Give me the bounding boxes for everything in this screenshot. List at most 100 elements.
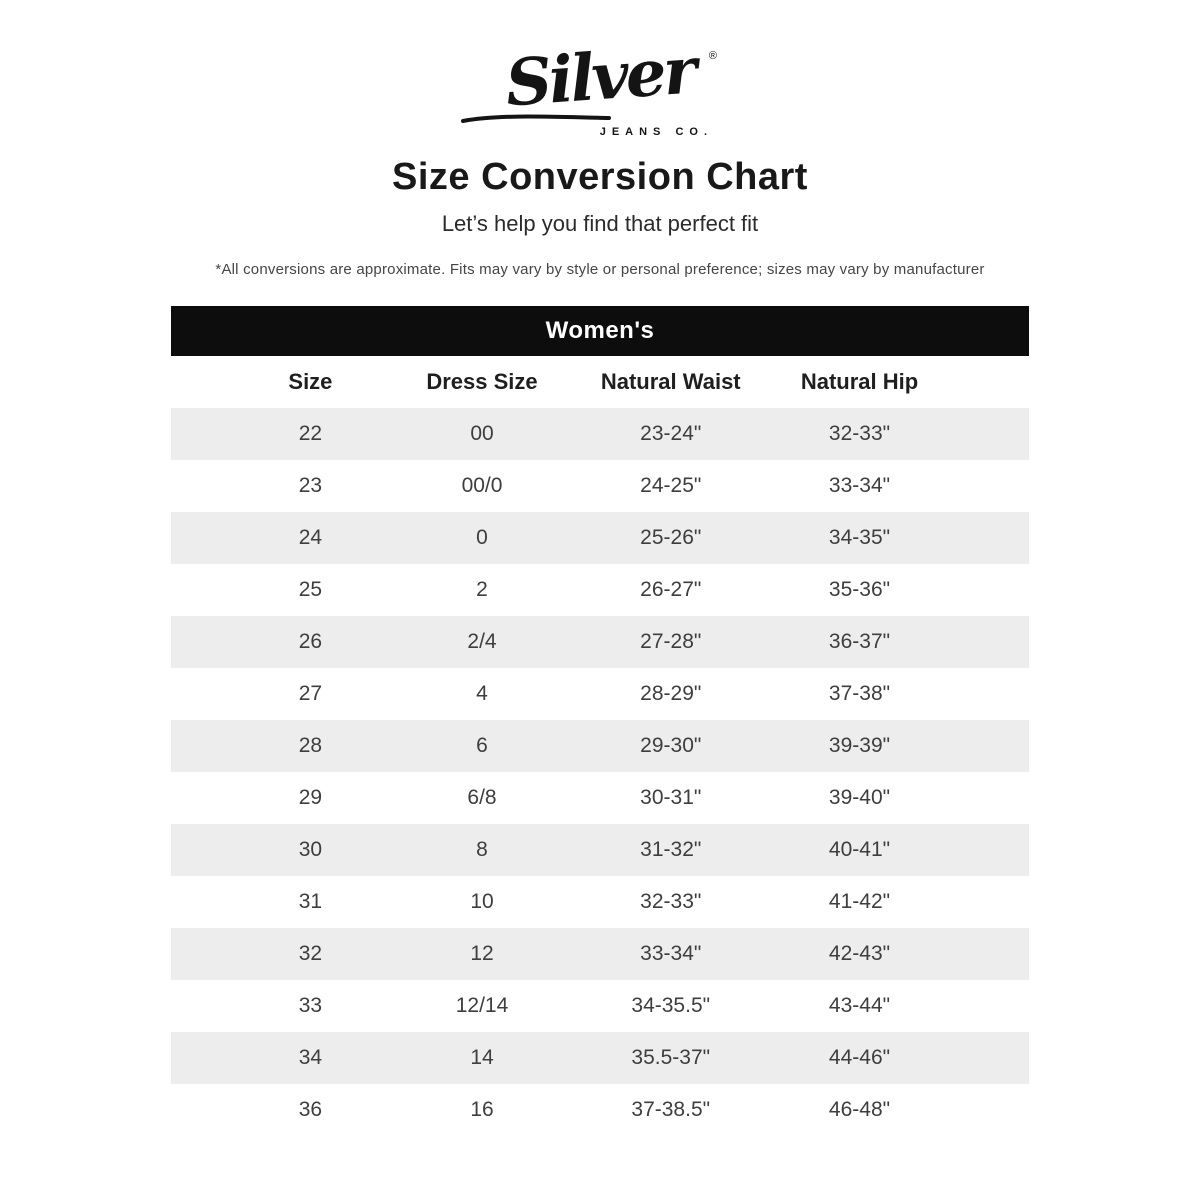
spacer <box>171 460 231 512</box>
waist-cell: 28-29" <box>640 682 702 705</box>
logo-underline-swoosh <box>461 114 611 123</box>
table-row: 23 00/0 24-25" 33-34" <box>171 460 1029 512</box>
hip-cell: 32-33" <box>828 422 891 445</box>
size-cell: 23 <box>298 474 323 497</box>
col-header-dress-size: Dress Size <box>426 369 538 394</box>
dress-size-cell: 6/8 <box>467 786 497 809</box>
dress-size-cell: 16 <box>470 1098 494 1121</box>
table-row: 24 0 25-26" 34-35" <box>171 512 1029 564</box>
table-row: 36 16 37-38.5" 46-48" <box>171 1084 1029 1136</box>
spacer <box>171 512 231 564</box>
table-row: 27 4 28-29" 37-38" <box>171 668 1029 720</box>
dress-size-cell: 00/0 <box>461 474 503 497</box>
size-cell: 34 <box>298 1046 323 1069</box>
spacer <box>952 460 1029 512</box>
size-cell: 31 <box>298 890 323 913</box>
spacer <box>952 616 1029 668</box>
registered-trademark-symbol: ® <box>708 50 717 62</box>
hip-cell: 36-37" <box>828 630 891 653</box>
spacer <box>952 1084 1029 1136</box>
size-cell: 32 <box>298 942 323 965</box>
dress-size-cell: 4 <box>476 682 488 705</box>
spacer <box>952 356 1029 408</box>
hip-cell: 39-39" <box>828 734 891 757</box>
hip-cell: 41-42" <box>828 890 891 913</box>
table-row: 26 2/4 27-28" 36-37" <box>171 616 1029 668</box>
spacer <box>952 1032 1029 1084</box>
spacer <box>171 1084 231 1136</box>
waist-cell: 34-35.5" <box>631 994 711 1017</box>
waist-cell: 29-30" <box>640 734 702 757</box>
waist-cell: 33-34" <box>640 942 702 965</box>
spacer <box>952 824 1029 876</box>
hip-cell: 40-41" <box>828 838 891 861</box>
size-cell: 24 <box>298 526 323 549</box>
page-subtitle: Let’s help you find that perfect fit <box>441 211 759 236</box>
spacer <box>171 824 231 876</box>
size-cell: 36 <box>298 1098 323 1121</box>
brand-logo: Silver ® JEANS CO. <box>461 34 725 138</box>
waist-cell: 25-26" <box>640 526 702 549</box>
waist-cell: 27-28" <box>640 630 702 653</box>
spacer <box>171 668 231 720</box>
spacer <box>171 1032 231 1084</box>
dress-size-cell: 2 <box>476 578 488 601</box>
waist-cell: 35.5-37" <box>631 1046 711 1069</box>
page-title: Size Conversion Chart <box>392 156 808 198</box>
spacer <box>171 876 231 928</box>
dress-size-cell: 6 <box>476 734 488 757</box>
size-conversion-table: Size Dress Size Natural Waist Natural Hi… <box>171 356 1029 1136</box>
dress-size-cell: 12/14 <box>455 994 509 1017</box>
waist-cell: 32-33" <box>640 890 702 913</box>
hip-cell: 42-43" <box>828 942 891 965</box>
hip-cell: 46-48" <box>828 1098 891 1121</box>
hip-cell: 34-35" <box>828 526 891 549</box>
size-cell: 22 <box>298 422 323 445</box>
hip-cell: 39-40" <box>828 786 891 809</box>
size-cell: 33 <box>298 994 323 1017</box>
col-header-natural-waist: Natural Waist <box>600 369 741 394</box>
size-cell: 29 <box>298 786 323 809</box>
spacer <box>171 616 231 668</box>
hip-cell: 37-38" <box>828 682 891 705</box>
spacer <box>171 356 231 408</box>
col-header-natural-hip: Natural Hip <box>800 369 919 394</box>
dress-size-cell: 12 <box>470 942 494 965</box>
size-cell: 28 <box>298 734 323 757</box>
size-cell: 30 <box>298 838 323 861</box>
disclaimer-text: *All conversions are approximate. Fits m… <box>215 261 985 278</box>
col-header-size: Size <box>288 369 333 394</box>
table-row: 31 10 32-33" 41-42" <box>171 876 1029 928</box>
spacer <box>171 720 231 772</box>
table-row: 25 2 26-27" 35-36" <box>171 564 1029 616</box>
waist-cell: 37-38.5" <box>631 1098 711 1121</box>
waist-cell: 26-27" <box>640 578 702 601</box>
hip-cell: 43-44" <box>828 994 891 1017</box>
hip-cell: 33-34" <box>828 474 891 497</box>
brand-wordmark: Silver <box>503 33 697 122</box>
table-row: 34 14 35.5-37" 44-46" <box>171 1032 1029 1084</box>
table-row: 29 6/8 30-31" 39-40" <box>171 772 1029 824</box>
table-row: 32 12 33-34" 42-43" <box>171 928 1029 980</box>
table-row: 30 8 31-32" 40-41" <box>171 824 1029 876</box>
spacer <box>952 876 1029 928</box>
dress-size-cell: 0 <box>476 526 488 549</box>
waist-cell: 23-24" <box>640 422 702 445</box>
waist-cell: 31-32" <box>640 838 702 861</box>
table-row: 28 6 29-30" 39-39" <box>171 720 1029 772</box>
hip-cell: 35-36" <box>828 578 891 601</box>
spacer <box>952 564 1029 616</box>
dress-size-cell: 14 <box>470 1046 494 1069</box>
spacer <box>171 408 231 460</box>
waist-cell: 30-31" <box>640 786 702 809</box>
table-row: 22 00 23-24" 32-33" <box>171 408 1029 460</box>
table-row: 33 12/14 34-35.5" 43-44" <box>171 980 1029 1032</box>
spacer <box>952 668 1029 720</box>
spacer <box>171 928 231 980</box>
spacer <box>171 772 231 824</box>
size-cell: 25 <box>298 578 323 601</box>
section-banner-womens: Women's <box>171 306 1029 356</box>
size-cell: 26 <box>298 630 323 653</box>
brand-subtext: JEANS CO. <box>599 126 713 138</box>
dress-size-cell: 2/4 <box>467 630 497 653</box>
